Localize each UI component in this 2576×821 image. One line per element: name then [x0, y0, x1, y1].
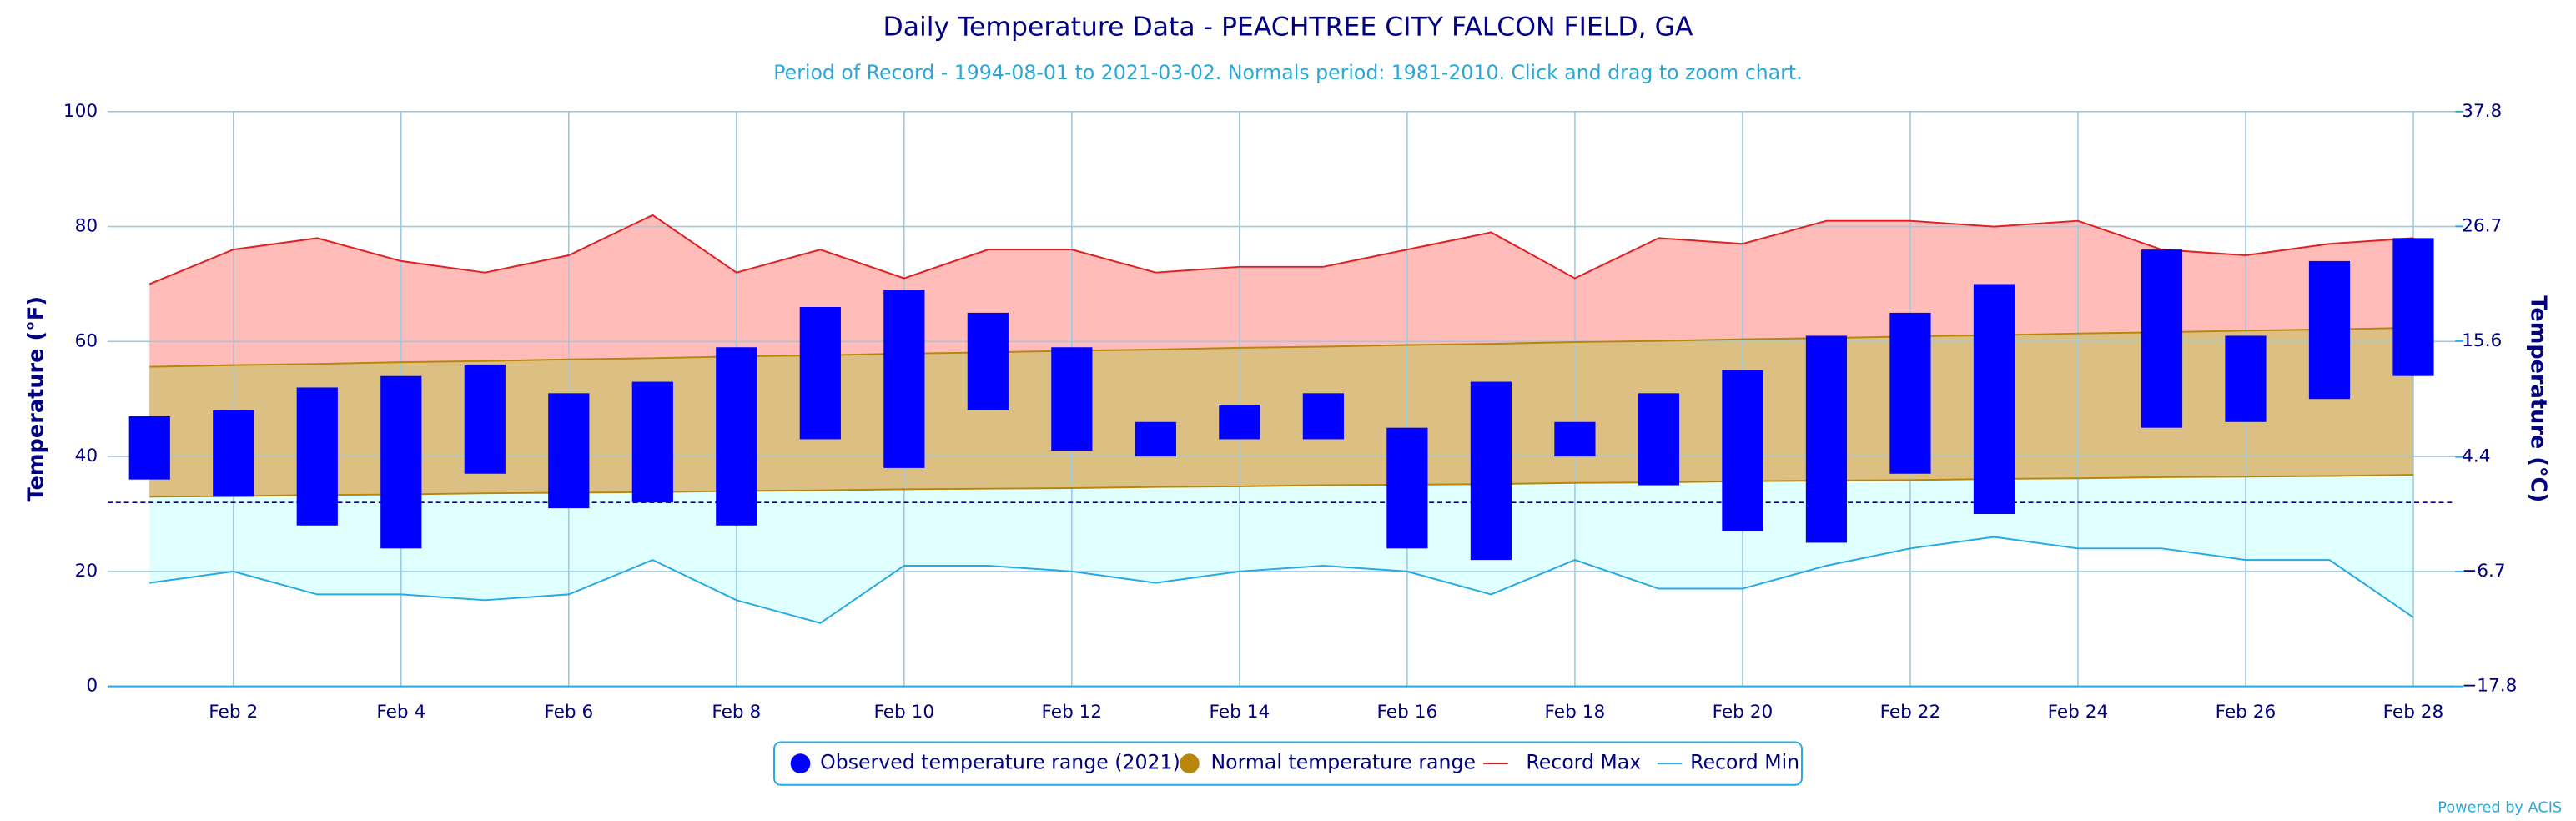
x-tick-label: Feb 4 — [376, 702, 425, 723]
observed-bar — [2225, 335, 2267, 422]
x-tick-label: Feb 26 — [2216, 702, 2277, 723]
observed-bar — [1051, 347, 1093, 451]
observed-bar — [1722, 370, 1763, 531]
observed-bar — [1470, 381, 1512, 561]
legend-label: Record Min — [1690, 751, 1799, 774]
y2-tick-label: 15.6 — [2462, 330, 2502, 351]
observed-bar — [716, 347, 757, 526]
normal-high-line — [149, 326, 2414, 368]
x-tick-label: Feb 24 — [2048, 702, 2109, 723]
observed-bar — [2308, 260, 2351, 400]
observed-bar — [799, 307, 841, 440]
legend-box — [773, 741, 1803, 786]
y-tick-label: 0 — [86, 676, 98, 697]
x-tick-label: Feb 20 — [1713, 702, 1774, 723]
credits: Powered by ACIS — [2438, 799, 2562, 816]
normal-area — [149, 327, 2413, 497]
observed-bar — [1973, 284, 2015, 514]
x-tick-label: Feb 8 — [712, 702, 761, 723]
x-tick-label: Feb 14 — [1210, 702, 1270, 723]
x-tick-label: Feb 6 — [544, 702, 593, 723]
y-axis-title: Temperature (°F) — [23, 296, 48, 502]
legend-marker — [1180, 753, 1200, 773]
x-tick-label: Feb 28 — [2383, 702, 2444, 723]
legend-label: Normal temperature range — [1211, 751, 1476, 774]
y2-tick-label: 37.8 — [2462, 101, 2502, 122]
x-tick-label: Feb 2 — [209, 702, 258, 723]
observed-bar — [380, 375, 422, 549]
x-tick-label: Feb 12 — [1042, 702, 1103, 723]
x-tick-label: Feb 16 — [1377, 702, 1438, 723]
x-tick-label: Feb 22 — [1880, 702, 1941, 723]
y2-tick-label: 4.4 — [2462, 446, 2490, 467]
y2-tick-label: −17.8 — [2462, 676, 2517, 697]
observed-bar — [2392, 238, 2434, 376]
chart-title: Daily Temperature Data - PEACHTREE CITY … — [883, 12, 1693, 42]
legend-label: Record Max — [1526, 751, 1641, 774]
observed-bar — [631, 381, 673, 503]
observed-bar — [128, 416, 170, 480]
legend-label: Observed temperature range (2021) — [820, 751, 1180, 774]
y-tick-label: 80 — [75, 216, 98, 237]
y-tick-label: 20 — [75, 561, 98, 582]
y2-tick-label: 26.7 — [2462, 215, 2502, 236]
record-min-line — [149, 536, 2414, 624]
normal-low-line — [149, 474, 2414, 498]
x-tick-label: Feb 10 — [873, 702, 934, 723]
observed-bar — [213, 410, 254, 497]
observed-bar — [1889, 312, 1931, 474]
x-tick-label: Feb 18 — [1545, 702, 1606, 723]
y-tick-label: 60 — [75, 330, 98, 351]
observed-bar — [1638, 393, 1680, 486]
observed-bar — [1302, 393, 1344, 440]
legend-marker — [790, 753, 811, 773]
observed-bar — [464, 364, 506, 474]
y2-tick-label: −6.7 — [2462, 561, 2506, 582]
observed-bar — [967, 312, 1009, 410]
observed-bar — [1386, 427, 1428, 549]
chart-subtitle: Period of Record - 1994-08-01 to 2021-03… — [773, 61, 1802, 84]
observed-bar — [2141, 249, 2183, 428]
record-min-area — [149, 475, 2413, 623]
observed-bar — [548, 393, 590, 509]
y2-axis-title: Temperature (°C) — [2526, 295, 2551, 502]
observed-bar — [296, 387, 338, 526]
observed-bar — [1219, 405, 1260, 440]
observed-bar — [1554, 421, 1596, 457]
observed-bar — [1805, 335, 1848, 543]
observed-bar — [883, 290, 925, 468]
observed-bar — [1135, 421, 1176, 457]
record-max-line — [148, 214, 2414, 285]
y-tick-label: 100 — [63, 101, 98, 122]
y-tick-label: 40 — [75, 446, 98, 466]
